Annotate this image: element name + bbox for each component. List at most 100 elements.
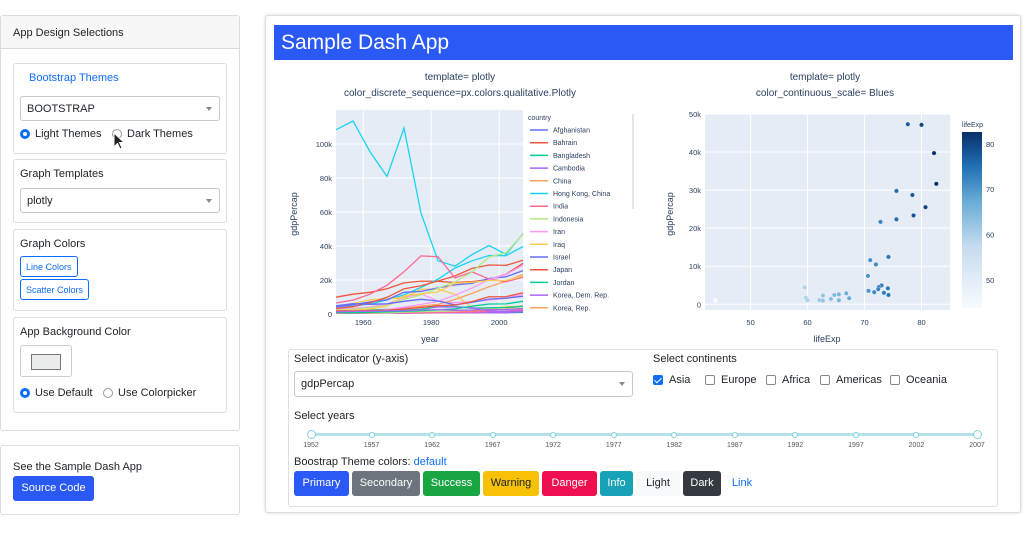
theme-button-success[interactable]: Success bbox=[423, 471, 480, 496]
slider-dot[interactable] bbox=[610, 431, 617, 438]
scatter-point[interactable] bbox=[836, 292, 842, 297]
year-mark-label: 2002 bbox=[908, 442, 925, 449]
continent-label[interactable]: Asia bbox=[669, 374, 691, 386]
legend-item[interactable]: Bangladesh bbox=[553, 153, 590, 160]
scatter-point[interactable] bbox=[911, 213, 916, 218]
scatter-point[interactable] bbox=[923, 204, 928, 210]
graph-template-select[interactable]: plotly bbox=[20, 188, 220, 213]
scatter-point[interactable] bbox=[843, 291, 849, 296]
scatter-point[interactable] bbox=[933, 181, 939, 187]
scatter-point[interactable] bbox=[831, 292, 837, 298]
continent-label[interactable]: Oceania bbox=[906, 374, 947, 386]
scatter-point[interactable] bbox=[881, 290, 887, 296]
continent-label[interactable]: Europe bbox=[721, 374, 757, 386]
legend-item[interactable]: India bbox=[553, 204, 568, 211]
dark-themes-label[interactable]: Dark Themes bbox=[127, 128, 193, 140]
slider-dot[interactable] bbox=[852, 431, 859, 438]
scatter-point[interactable] bbox=[828, 296, 834, 302]
scatter-point[interactable] bbox=[910, 192, 915, 198]
continent-checkbox[interactable] bbox=[653, 375, 663, 385]
slider-dot[interactable] bbox=[368, 431, 375, 438]
scatter-point[interactable] bbox=[712, 298, 718, 303]
year-slider[interactable]: 1952 1957 1962 1967 1972 1977 1982 1987 1992 1997… bbox=[303, 430, 985, 454]
legend-item[interactable]: China bbox=[553, 178, 571, 185]
slider-dot[interactable] bbox=[550, 431, 557, 438]
light-themes-label[interactable]: Light Themes bbox=[35, 128, 102, 140]
line-ytick-label: 60k bbox=[320, 208, 332, 217]
legend-item[interactable]: Israel bbox=[553, 255, 571, 262]
use-default-radio[interactable] bbox=[20, 388, 30, 398]
bootstrap-theme-select[interactable]: BOOTSTRAP bbox=[20, 96, 220, 121]
scatter-point[interactable] bbox=[866, 288, 871, 294]
legend-item[interactable]: Cambodia bbox=[553, 166, 585, 173]
light-themes-radio[interactable] bbox=[20, 129, 30, 139]
scatter-point[interactable] bbox=[878, 219, 883, 225]
scatter-point[interactable] bbox=[873, 262, 879, 267]
scatter-point[interactable] bbox=[905, 121, 911, 127]
scatter-point[interactable] bbox=[805, 297, 810, 303]
use-colorpicker-label[interactable]: Use Colorpicker bbox=[118, 387, 197, 399]
legend-item[interactable]: Jordan bbox=[553, 280, 575, 287]
legend-item[interactable]: Korea, Dem. Rep. bbox=[553, 293, 609, 300]
scatter-point[interactable] bbox=[894, 188, 899, 194]
theme-button-dark[interactable]: Dark bbox=[683, 471, 721, 496]
continent-checkbox[interactable] bbox=[890, 375, 900, 385]
continent-checkbox[interactable] bbox=[705, 375, 715, 385]
slider-handle[interactable] bbox=[972, 430, 982, 439]
scatter-point[interactable] bbox=[836, 297, 842, 303]
source-code-button[interactable]: Source Code bbox=[13, 476, 94, 501]
slider-dot[interactable] bbox=[792, 431, 799, 438]
continent-checkbox[interactable] bbox=[820, 375, 830, 385]
theme-button-info[interactable]: Info bbox=[600, 471, 633, 496]
use-colorpicker-radio[interactable] bbox=[103, 388, 113, 398]
line-series bbox=[335, 275, 524, 312]
continent-label[interactable]: Africa bbox=[782, 374, 811, 386]
bootstrap-themes-tab[interactable]: Bootstrap Themes bbox=[29, 72, 119, 84]
legend-item[interactable]: Korea, Rep. bbox=[553, 305, 590, 312]
scatter-point[interactable] bbox=[865, 273, 871, 279]
theme-button-light[interactable]: Light bbox=[636, 471, 680, 496]
scatter-point[interactable] bbox=[820, 298, 826, 304]
line-colors-button[interactable]: Line Colors bbox=[20, 256, 78, 277]
scatter-point[interactable] bbox=[931, 150, 937, 156]
scatter-xtick-label: 60 bbox=[803, 318, 811, 327]
slider-dot[interactable] bbox=[671, 431, 678, 438]
legend-item[interactable]: Afghanistan bbox=[553, 128, 590, 135]
colorpicker-swatch[interactable] bbox=[20, 345, 72, 377]
background-color-title: App Background Color bbox=[20, 326, 131, 338]
scatter-point[interactable] bbox=[919, 122, 924, 128]
legend-item[interactable]: Iraq bbox=[553, 242, 565, 249]
source-code-card: See the Sample Dash App Source Code bbox=[0, 445, 240, 515]
scatter-colors-button[interactable]: Scatter Colors bbox=[20, 279, 90, 300]
continent-checkbox[interactable] bbox=[766, 375, 776, 385]
scatter-point[interactable] bbox=[886, 292, 891, 298]
slider-dot[interactable] bbox=[913, 431, 920, 438]
theme-button-warning[interactable]: Warning bbox=[483, 471, 539, 496]
scatter-point[interactable] bbox=[846, 295, 852, 301]
indicator-select[interactable]: gdpPercap bbox=[294, 371, 633, 397]
use-default-label[interactable]: Use Default bbox=[35, 387, 93, 399]
scatter-point[interactable] bbox=[871, 289, 877, 295]
scatter-point[interactable] bbox=[885, 286, 891, 291]
slider-handle[interactable] bbox=[306, 430, 316, 439]
continent-label[interactable]: Americas bbox=[836, 374, 882, 386]
legend-item[interactable]: Bahrain bbox=[553, 140, 577, 147]
scatter-point[interactable] bbox=[820, 293, 826, 298]
theme-button-danger[interactable]: Danger bbox=[542, 471, 597, 496]
slider-dot[interactable] bbox=[489, 431, 496, 438]
scatter-point[interactable] bbox=[886, 254, 891, 260]
scatter-point[interactable] bbox=[867, 257, 873, 263]
legend-item[interactable]: Hong Kong, China bbox=[553, 191, 610, 198]
theme-button-secondary[interactable]: Secondary bbox=[352, 471, 420, 496]
theme-button-primary[interactable]: Primary bbox=[294, 471, 349, 496]
line-ytick-label: 100k bbox=[316, 140, 333, 149]
scatter-point[interactable] bbox=[894, 217, 899, 222]
slider-dot[interactable] bbox=[731, 431, 738, 438]
legend-item[interactable]: Japan bbox=[553, 267, 572, 274]
scatter-point[interactable] bbox=[875, 286, 881, 292]
theme-button-link[interactable]: Link bbox=[731, 477, 753, 489]
legend-item[interactable]: Indonesia bbox=[553, 216, 583, 223]
legend-item[interactable]: Iran bbox=[553, 229, 565, 236]
slider-dot[interactable] bbox=[429, 431, 436, 438]
scatter-point[interactable] bbox=[802, 284, 808, 290]
